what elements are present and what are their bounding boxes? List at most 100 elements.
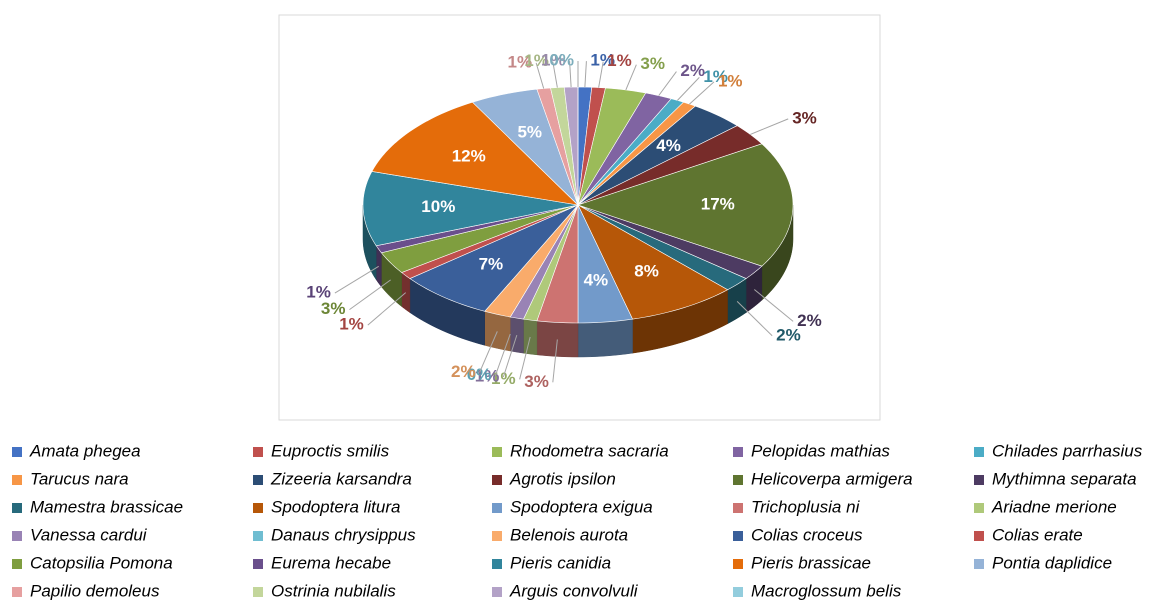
legend-label: Catopsilia Pomona bbox=[30, 553, 173, 572]
slice bbox=[409, 204, 579, 312]
data-label: 17% bbox=[701, 194, 735, 213]
slice bbox=[362, 171, 579, 247]
data-label: 1% bbox=[524, 51, 549, 70]
pie: 1%1% 3% 2%1%1%4%3%17%2%2%8%4%3%1%1%0%2%7%1… bbox=[306, 51, 821, 391]
legend-label: Euproctis smilis bbox=[271, 441, 390, 460]
legend-label: Colias croceus bbox=[751, 525, 863, 544]
slice bbox=[577, 105, 738, 206]
legend-swatch bbox=[12, 531, 22, 541]
legend-label: Tarucus nara bbox=[30, 469, 129, 488]
data-label: 0% bbox=[549, 51, 574, 70]
legend-swatch bbox=[492, 447, 502, 457]
data-label: 1% bbox=[339, 315, 364, 334]
legend-label: Agrotis ipsilon bbox=[509, 469, 616, 488]
leader-line bbox=[519, 336, 531, 380]
data-label: 1% bbox=[607, 51, 632, 70]
data-label: 10% bbox=[421, 197, 455, 216]
legend-label: Mamestra brassicae bbox=[30, 497, 183, 516]
data-label: 1% bbox=[491, 369, 516, 388]
data-label: 1% bbox=[475, 366, 500, 385]
leader-line bbox=[689, 81, 715, 105]
legend-label: Pelopidas mathias bbox=[751, 441, 890, 460]
data-label: 4% bbox=[584, 271, 609, 290]
legend-swatch bbox=[733, 503, 743, 513]
legend-label: Trichoplusia ni bbox=[751, 497, 861, 516]
data-label: 1% bbox=[718, 71, 743, 90]
data-label: 1% bbox=[590, 51, 615, 70]
data-label: 3% bbox=[792, 108, 817, 127]
data-label: 1% bbox=[306, 283, 331, 302]
legend-label: Arguis convolvuli bbox=[509, 581, 639, 600]
data-label: 1% bbox=[703, 67, 728, 86]
leader-line bbox=[598, 61, 604, 88]
legend-swatch bbox=[12, 503, 22, 513]
legend-swatch bbox=[733, 447, 743, 457]
slice-side bbox=[577, 318, 633, 358]
legend-label: Spodoptera litura bbox=[271, 497, 400, 516]
slice bbox=[577, 87, 647, 206]
legend-swatch bbox=[253, 559, 263, 569]
legend-label: Rhodometra sacraria bbox=[510, 441, 669, 460]
leader-line bbox=[552, 339, 558, 383]
legend-swatch bbox=[733, 531, 743, 541]
slice bbox=[371, 101, 579, 206]
data-label: 12% bbox=[452, 147, 486, 166]
legend: Amata phegea Euproctis smilis Rhodometra s… bbox=[12, 441, 1143, 600]
legend-swatch bbox=[974, 503, 984, 513]
legend-swatch bbox=[492, 475, 502, 485]
leader-line bbox=[494, 333, 511, 376]
legend-label: Ariadne merione bbox=[991, 497, 1117, 516]
legend-swatch bbox=[974, 475, 984, 485]
leader-line bbox=[367, 292, 407, 326]
leader-line bbox=[479, 331, 498, 373]
data-label: 3% bbox=[321, 299, 346, 318]
data-label: 3% bbox=[640, 54, 665, 73]
legend-swatch bbox=[492, 531, 502, 541]
data-label: 2% bbox=[797, 311, 822, 330]
legend-label: Helicoverpa armigera bbox=[751, 469, 913, 488]
data-label: 2% bbox=[680, 61, 705, 80]
slice bbox=[577, 204, 763, 279]
leader-line bbox=[349, 279, 391, 311]
slice bbox=[577, 125, 763, 206]
legend-swatch bbox=[253, 531, 263, 541]
legend-label: Macroglossum belis bbox=[751, 581, 902, 600]
slice-side bbox=[523, 318, 538, 356]
leader-line bbox=[535, 62, 545, 89]
legend-label: Vanessa cardui bbox=[30, 525, 148, 544]
legend-label: Pieris canidia bbox=[510, 553, 611, 572]
slice bbox=[484, 204, 579, 318]
slice-side bbox=[536, 320, 579, 358]
leader-line bbox=[552, 61, 558, 88]
data-label: 4% bbox=[656, 136, 681, 155]
data-label: 1% bbox=[541, 51, 566, 70]
leader-line bbox=[502, 334, 518, 378]
legend-label: Pieris brassicae bbox=[751, 553, 871, 572]
legend-label: Pontia daplidice bbox=[992, 553, 1112, 572]
legend-swatch bbox=[12, 559, 22, 569]
slice bbox=[577, 204, 747, 291]
data-label: 8% bbox=[634, 261, 659, 280]
legend-label: Mythimna separata bbox=[992, 469, 1137, 488]
slice bbox=[577, 92, 672, 206]
leader-line bbox=[334, 265, 379, 294]
legend-label: Eurema hecabe bbox=[271, 553, 391, 572]
slice bbox=[577, 204, 633, 324]
legend-swatch bbox=[12, 475, 22, 485]
legend-label: Spodoptera exigua bbox=[510, 497, 653, 516]
legend-swatch bbox=[733, 559, 743, 569]
data-label: 1% bbox=[508, 52, 533, 71]
legend-label: Papilio demoleus bbox=[30, 581, 160, 600]
legend-swatch bbox=[253, 587, 263, 597]
legend-label: Colias erate bbox=[992, 525, 1083, 544]
legend-swatch bbox=[974, 447, 984, 457]
legend-swatch bbox=[12, 447, 22, 457]
legend-label: Zizeeria karsandra bbox=[270, 469, 412, 488]
slice-side bbox=[401, 272, 411, 314]
data-label: 3% bbox=[524, 372, 549, 391]
leader-line bbox=[677, 77, 700, 101]
legend-swatch bbox=[733, 475, 743, 485]
legend-swatch bbox=[253, 475, 263, 485]
leader-line bbox=[584, 61, 587, 88]
